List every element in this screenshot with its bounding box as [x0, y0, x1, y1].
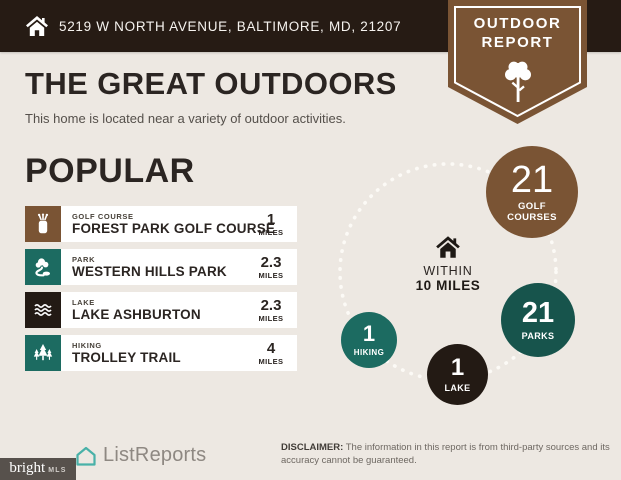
- list-item-hiking: HIKING TROLLEY TRAIL 4 MILES: [25, 335, 297, 371]
- badge-line2: REPORT: [481, 34, 554, 51]
- home-icon: [26, 16, 48, 36]
- bubble-count: 21: [521, 296, 555, 329]
- item-category: HIKING: [72, 341, 102, 350]
- popular-heading: POPULAR: [25, 152, 195, 190]
- item-distance: 2.3: [260, 296, 282, 314]
- item-category: LAKE: [72, 298, 95, 307]
- listreports-logo: ListReports: [74, 444, 206, 467]
- bright-mls-suffix: MLS: [48, 467, 67, 474]
- page-title: THE GREAT OUTDOORS: [25, 66, 397, 101]
- item-distance-unit: MILES: [258, 270, 284, 280]
- item-name: LAKE ASHBURTON: [72, 307, 201, 322]
- bubble-parks: 21 PARKS: [501, 283, 575, 357]
- property-address: 5219 W NORTH AVENUE, BALTIMORE, MD, 2120…: [59, 18, 402, 34]
- item-name: WESTERN HILLS PARK: [72, 264, 227, 279]
- bubble-hiking: 1 HIKING: [341, 312, 397, 368]
- bubble-golf-courses: 21 GOLF COURSES: [486, 146, 578, 238]
- bubble-count: 1: [450, 353, 465, 381]
- popular-list: GOLF COURSE FOREST PARK GOLF COURSE 1 MI…: [25, 206, 297, 378]
- pennant-shape: [448, 0, 587, 124]
- item-name: TROLLEY TRAIL: [72, 350, 181, 365]
- bubble-lake: 1 LAKE: [427, 344, 488, 405]
- item-distance: 2.3: [260, 253, 282, 271]
- bubble-count: 21: [510, 158, 554, 201]
- outdoor-report-badge: OUTDOOR REPORT: [448, 0, 587, 126]
- park-icon: [25, 249, 61, 285]
- radius-center: WITHIN 10 MILES: [398, 234, 498, 293]
- badge-line1: OUTDOOR: [473, 15, 562, 32]
- list-item-park: PARK WESTERN HILLS PARK 2.3 MILES: [25, 249, 297, 285]
- disclaimer-label: DISCLAIMER:: [281, 442, 344, 453]
- listreports-house-icon: [76, 446, 96, 466]
- item-category: GOLF COURSE: [72, 212, 134, 221]
- item-distance-unit: MILES: [258, 313, 284, 323]
- bubble-count: 1: [362, 320, 376, 346]
- item-distance-unit: MILES: [258, 356, 284, 366]
- bubble-label: LAKE: [444, 382, 471, 393]
- hiking-icon: [25, 335, 61, 371]
- radius-label-line2: 10 MILES: [415, 278, 481, 293]
- lake-icon: [25, 292, 61, 328]
- bubble-label: PARKS: [521, 330, 555, 341]
- bubble-label: GOLF COURSES: [507, 200, 557, 223]
- item-name: FOREST PARK GOLF COURSE: [72, 221, 276, 236]
- radius-label-line1: WITHIN: [423, 264, 473, 278]
- golf-icon: [25, 206, 61, 242]
- list-item-lake: LAKE LAKE ASHBURTON 2.3 MILES: [25, 292, 297, 328]
- disclaimer-text: The information in this report is from t…: [281, 442, 610, 467]
- item-distance-unit: MILES: [258, 227, 284, 237]
- tree-icon: [504, 61, 531, 102]
- bright-mls-name: bright: [9, 460, 46, 476]
- disclaimer: DISCLAIMER: The information in this repo…: [281, 441, 613, 468]
- listreports-wordmark: ListReports: [103, 444, 207, 466]
- home-icon-center: [436, 236, 460, 258]
- item-distance: 4: [266, 339, 276, 357]
- bright-mls-logo: bright MLS: [0, 458, 76, 480]
- list-item-golf-course: GOLF COURSE FOREST PARK GOLF COURSE 1 MI…: [25, 206, 297, 242]
- page-subtitle: This home is located near a variety of o…: [25, 111, 346, 126]
- item-category: PARK: [72, 255, 96, 264]
- item-distance: 1: [266, 210, 276, 228]
- bubble-label: HIKING: [353, 347, 385, 357]
